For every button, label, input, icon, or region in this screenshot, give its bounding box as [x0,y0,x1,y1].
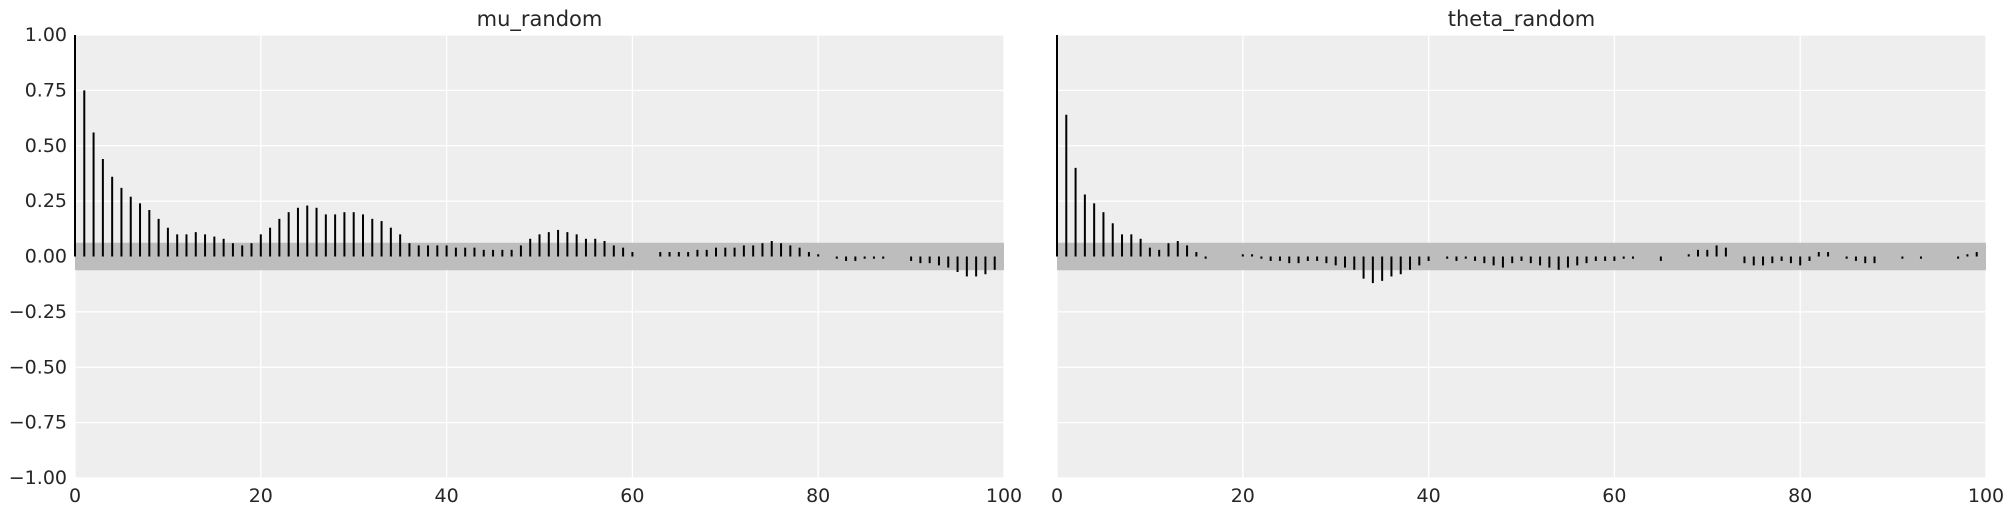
chart-title: mu_random [477,7,603,32]
x-tick-label: 60 [1602,485,1626,507]
x-tick-label: 0 [69,485,81,507]
y-tick-label: −0.25 [9,301,67,323]
x-tick-label: 60 [620,485,644,507]
y-tick-label: 0.75 [25,79,67,101]
y-tick-label: 0.00 [25,246,67,268]
x-tick-label: 80 [1788,485,1812,507]
x-tick-label: 40 [435,485,459,507]
x-tick-label: 100 [986,485,1022,507]
x-tick-label: 0 [1051,485,1063,507]
acf-panel-theta-random: 0 20 40 60 80 100 theta_random [1051,7,2004,507]
chart-title: theta_random [1448,7,1596,32]
y-tick-label: 0.25 [25,190,67,212]
y-tick-label: −0.50 [9,356,67,378]
x-tick-label: 100 [1968,485,2004,507]
y-tick-labels: 1.00 0.75 0.50 0.25 0.00 −0.25 −0.50 −0.75 −1.00 [9,24,67,489]
x-tick-labels: 0 20 40 60 80 100 [69,485,1022,507]
x-tick-label: 80 [806,485,830,507]
autocorrelation-bars [74,35,996,277]
x-tick-labels: 0 20 40 60 80 100 [1051,485,2004,507]
y-tick-label: 1.00 [25,24,67,46]
y-tick-label: −0.75 [9,412,67,434]
y-tick-label: −1.00 [9,467,67,489]
autocorrelation-bars [1056,35,1978,284]
x-tick-label: 20 [1231,485,1255,507]
x-tick-label: 40 [1417,485,1441,507]
x-tick-label: 20 [249,485,273,507]
acf-panel-mu-random: 0 20 40 60 80 100 1.00 0.75 0.50 0.25 0.00 −0.25 −0… [9,7,1022,507]
y-tick-label: 0.50 [25,135,67,157]
